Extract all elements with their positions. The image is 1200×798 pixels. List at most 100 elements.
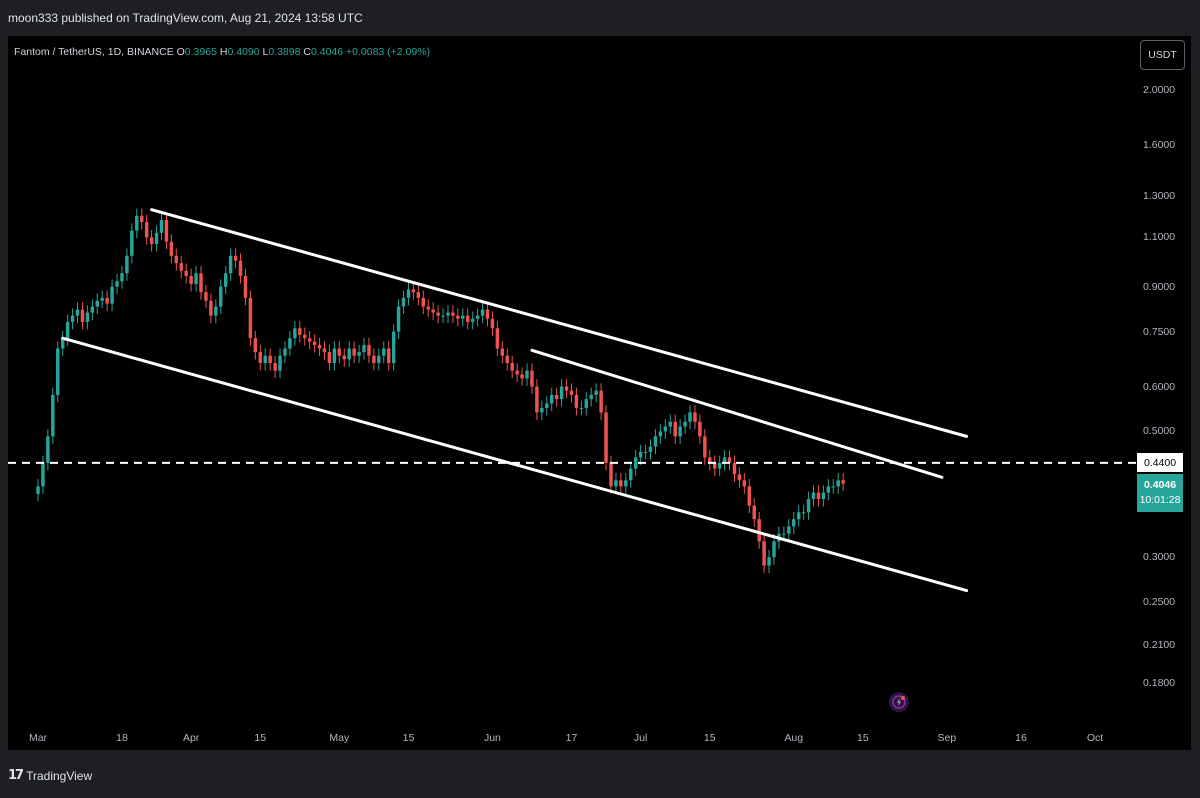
candle-body <box>396 306 401 332</box>
candle-body <box>604 412 608 463</box>
x-tick-label: 15 <box>402 732 415 744</box>
candle-body <box>757 519 761 542</box>
candle-body <box>614 480 618 487</box>
candle-body <box>248 297 253 339</box>
candle-body <box>342 355 346 360</box>
candle-body <box>540 407 544 413</box>
x-tick-label: 18 <box>116 732 128 744</box>
candle-body <box>495 328 500 349</box>
candle-body <box>569 390 574 395</box>
tradingview-logo-icon: 17 <box>8 768 24 783</box>
tradingview-logo[interactable]: 17 TradingView <box>8 768 92 783</box>
candle-body <box>525 370 529 379</box>
candle-body <box>367 345 371 356</box>
y-tick-label: 1.3000 <box>1143 190 1176 203</box>
candle-body <box>629 468 633 481</box>
candle-body <box>362 345 366 353</box>
candle-body <box>599 390 603 413</box>
candle-body <box>826 486 831 493</box>
candle-body <box>816 492 821 499</box>
candle-body <box>767 557 771 566</box>
x-tick-label: May <box>329 732 350 744</box>
y-tick-label: 0.1800 <box>1143 677 1176 689</box>
high-label: H <box>219 46 228 58</box>
candle-body <box>821 492 826 499</box>
bar-countdown: 10:01:28 <box>1139 494 1181 506</box>
candle-body <box>421 297 426 307</box>
candle-body <box>688 412 692 422</box>
chart-area[interactable] <box>8 36 1191 750</box>
candle-body <box>372 355 376 364</box>
chart-canvas[interactable] <box>8 36 1191 750</box>
candle-body <box>179 263 183 271</box>
candle-body <box>836 480 840 487</box>
candle-body <box>164 219 169 242</box>
x-tick-label: Oct <box>1086 732 1104 744</box>
candle-body <box>51 394 55 437</box>
candle-body <box>624 480 628 487</box>
lightning-icon[interactable] <box>889 692 909 712</box>
candle-body <box>347 348 351 360</box>
candle-body <box>559 386 564 400</box>
candle-body <box>574 394 579 408</box>
candle-body <box>520 374 524 379</box>
candle-body <box>273 363 277 371</box>
candle-body <box>594 390 598 395</box>
candle-body <box>56 348 60 395</box>
candle-body <box>470 318 475 322</box>
candle-body <box>653 436 658 447</box>
candle-body <box>431 309 435 313</box>
x-tick-label: 16 <box>1015 732 1027 744</box>
x-tick-label: 17 <box>565 732 578 744</box>
candle-body <box>475 315 480 319</box>
candle-body <box>80 309 85 322</box>
candle-body <box>386 348 391 364</box>
candle-body <box>782 533 786 535</box>
candle-body <box>258 352 263 364</box>
x-tick-label: Aug <box>784 732 804 744</box>
candle-body <box>510 363 514 371</box>
candle-body <box>535 386 539 413</box>
candle-body <box>446 312 450 316</box>
candle-body <box>693 412 697 422</box>
candle-body <box>110 286 114 304</box>
symbol-legend: Fantom / TetherUS, 1D, BINANCE O0.3965 H… <box>14 46 430 58</box>
candle-body <box>238 260 243 276</box>
candle-body <box>352 348 356 356</box>
candle-body <box>159 219 164 233</box>
candle-body <box>633 457 638 469</box>
y-tick-label: 1.1000 <box>1143 231 1176 244</box>
candle-body <box>125 255 129 274</box>
upper-channel-trendline <box>150 208 969 438</box>
candle-body <box>70 315 75 322</box>
candle-body <box>303 334 307 339</box>
candle-body <box>332 348 337 364</box>
candle-body <box>831 486 835 488</box>
candle-body <box>678 426 682 437</box>
low-label: L <box>262 46 269 58</box>
candle-body <box>75 309 80 316</box>
last-price: 0.4046 <box>1143 479 1177 491</box>
candle-body <box>554 394 559 400</box>
candle-body <box>228 255 233 274</box>
candle-body <box>382 348 386 356</box>
high-value: 0.4090 <box>227 46 260 58</box>
x-tick-label: 15 <box>254 732 267 744</box>
candle-body <box>792 519 796 527</box>
candle-body <box>322 348 327 353</box>
candle-body <box>811 492 816 499</box>
candle-body <box>36 486 40 494</box>
candle-body <box>120 273 124 282</box>
currency-button[interactable]: USDT <box>1140 40 1185 70</box>
candle-body <box>105 297 109 304</box>
x-tick-label: 15 <box>857 732 869 744</box>
candle-body <box>530 370 534 387</box>
level-price-tag: 0.4400 <box>1137 453 1183 472</box>
symbol-name[interactable]: Fantom / TetherUS, 1D, BINANCE <box>14 46 174 58</box>
candle-body <box>505 355 509 364</box>
candle-body <box>712 462 717 469</box>
candle-body <box>377 355 381 364</box>
candle-body <box>772 541 776 558</box>
inner-resistance-trendline <box>530 348 944 479</box>
candle-body <box>461 315 465 319</box>
